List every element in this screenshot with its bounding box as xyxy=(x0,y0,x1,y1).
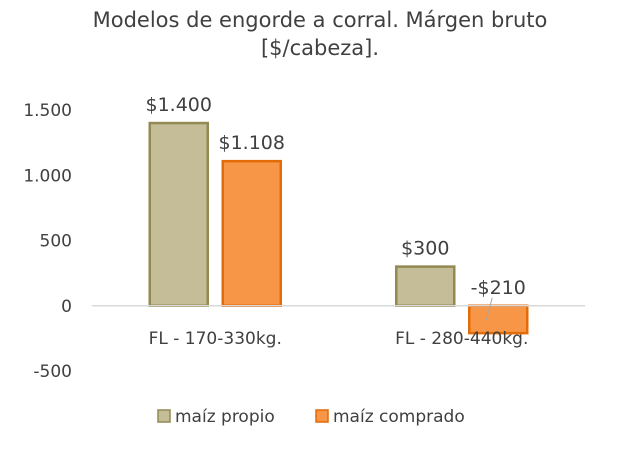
legend-label: maíz propio xyxy=(175,407,275,427)
legend-swatch xyxy=(315,409,329,423)
chart-title-line-1: Modelos de engorde a corral. Márgen brut… xyxy=(92,8,548,32)
legend-label: maíz comprado xyxy=(333,407,465,427)
y-tick-label: 1.500 xyxy=(23,101,72,121)
bar-maiz-propio-1 xyxy=(148,121,209,307)
legend-swatch xyxy=(157,409,171,423)
data-label: $300 xyxy=(401,238,449,260)
category-label: FL - 170-330kg. xyxy=(149,329,282,349)
data-label-leader-line xyxy=(485,297,493,320)
data-label: -$210 xyxy=(471,277,526,299)
chart-title: Modelos de engorde a corral. Márgen brut… xyxy=(0,6,640,62)
y-axis: 1.500 1.000 500 0 -500 xyxy=(23,101,72,382)
category-label: FL - 280-440kg. xyxy=(395,329,528,349)
category-labels: FL - 170-330kg. FL - 280-440kg. xyxy=(149,329,529,349)
bars xyxy=(148,121,529,335)
data-label: $1.108 xyxy=(219,132,285,154)
y-tick-label: -500 xyxy=(33,362,72,382)
bar-maiz-comprado-1 xyxy=(221,159,282,307)
y-tick-label: 1.000 xyxy=(23,166,72,186)
legend: maíz propio maíz comprado xyxy=(157,407,465,427)
chart-title-line-2: [$/cabeza]. xyxy=(260,36,380,60)
data-labels: $1.400 $1.108 $300 -$210 xyxy=(146,94,526,320)
data-label: $1.400 xyxy=(146,94,212,116)
bar-maiz-propio-2 xyxy=(395,265,456,308)
y-tick-label: 0 xyxy=(61,297,72,317)
y-tick-label: 500 xyxy=(40,232,72,252)
